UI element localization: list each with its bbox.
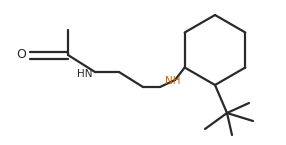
Text: NH: NH bbox=[165, 76, 181, 86]
Text: O: O bbox=[16, 48, 26, 61]
Text: HN: HN bbox=[76, 69, 92, 79]
